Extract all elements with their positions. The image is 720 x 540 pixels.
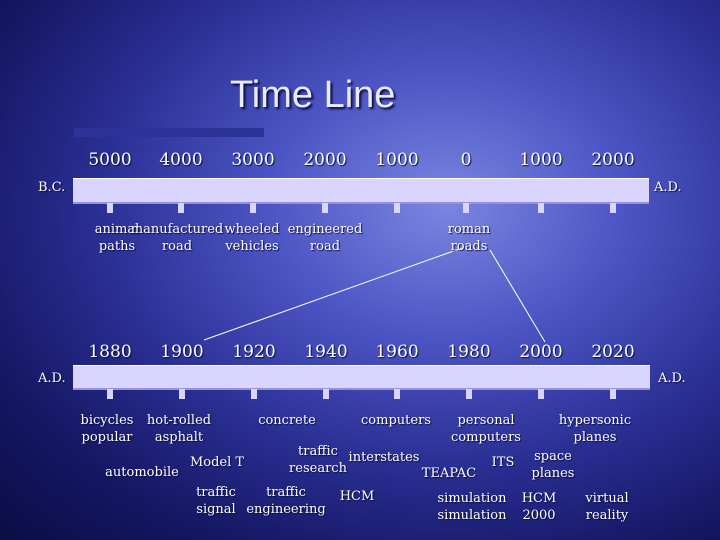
bottom-tick-label: 1940 bbox=[304, 342, 348, 362]
event-label-traffic-signal: traffic signal bbox=[196, 485, 236, 517]
connector-line-left bbox=[203, 247, 463, 341]
timeline-tick bbox=[179, 389, 185, 399]
timeline-tick bbox=[610, 203, 616, 213]
timeline-tick bbox=[466, 389, 472, 399]
top-tick-label: 2000 bbox=[591, 150, 635, 170]
top-tick-label: 0 bbox=[460, 150, 472, 170]
event-label-its: ITS bbox=[491, 455, 515, 470]
bottom-tick-label: 1920 bbox=[232, 342, 276, 362]
event-label-hypersonic-planes: hypersonic planes bbox=[558, 413, 632, 445]
timeline-bar-bc bbox=[73, 178, 649, 204]
event-label-concrete: concrete bbox=[258, 413, 316, 428]
event-label-automobile: automobile bbox=[105, 465, 179, 480]
timeline-bar-ad bbox=[73, 365, 650, 390]
top-tick-label: 1000 bbox=[519, 150, 563, 170]
top-tick-label: 5000 bbox=[88, 150, 132, 170]
bottom-tick-label: 2000 bbox=[519, 342, 563, 362]
event-label-manufactured-road: manufactured road bbox=[130, 222, 224, 254]
timeline-tick bbox=[178, 203, 184, 213]
page-title: Time Line bbox=[230, 74, 396, 116]
event-label-computers: computers bbox=[361, 413, 431, 428]
timeline-tick bbox=[322, 203, 328, 213]
top-tick-label: 4000 bbox=[159, 150, 203, 170]
bottom-tick-label: 1960 bbox=[375, 342, 419, 362]
event-label-bicycles-popular: bicycles popular bbox=[80, 413, 134, 445]
event-label-space-planes: space planes bbox=[531, 449, 575, 481]
event-label-teapac: TEAPAC bbox=[421, 466, 477, 481]
top-tick-label: 2000 bbox=[303, 150, 347, 170]
timeline-tick bbox=[107, 203, 113, 213]
era-label-right: A.D. bbox=[658, 371, 686, 386]
event-label-traffic-engineering: traffic engineering bbox=[246, 485, 326, 517]
bottom-tick-label: 1880 bbox=[88, 342, 132, 362]
event-label-wheeled-vehicles: wheeled vehicles bbox=[224, 222, 280, 254]
bottom-tick-label: 1980 bbox=[447, 342, 491, 362]
event-label-engineered-road: engineered road bbox=[287, 222, 363, 254]
event-label-virtual-reality: virtual reality bbox=[585, 491, 629, 523]
event-label-roman-roads: roman roads bbox=[447, 222, 491, 254]
top-tick-label: 3000 bbox=[231, 150, 275, 170]
timeline-tick bbox=[250, 203, 256, 213]
timeline-tick bbox=[107, 389, 113, 399]
timeline-tick bbox=[610, 389, 616, 399]
event-label-hcm: HCM bbox=[339, 489, 375, 504]
event-label-simulation: simulation simulation bbox=[437, 491, 507, 523]
era-label-left: A.D. bbox=[38, 371, 66, 386]
title-underline bbox=[74, 128, 264, 137]
timeline-tick bbox=[323, 389, 329, 399]
timeline-tick bbox=[538, 389, 544, 399]
event-label-interstates: interstates bbox=[348, 450, 420, 465]
timeline-tick bbox=[394, 203, 400, 213]
timeline-tick bbox=[538, 203, 544, 213]
event-label-model-t: Model T bbox=[189, 455, 245, 470]
event-label-hot-rolled-asphalt: hot-rolled asphalt bbox=[146, 413, 212, 445]
event-label-traffic-research: traffic research bbox=[289, 444, 347, 476]
timeline-tick bbox=[251, 389, 257, 399]
event-label-personal-computers: personal computers bbox=[451, 413, 521, 445]
bottom-tick-label: 2020 bbox=[591, 342, 635, 362]
connector-line-right bbox=[489, 249, 546, 343]
timeline-tick bbox=[463, 203, 469, 213]
bottom-tick-label: 1900 bbox=[160, 342, 204, 362]
top-tick-label: 1000 bbox=[375, 150, 419, 170]
event-label-hcm-2000: HCM 2000 bbox=[521, 491, 557, 523]
era-label-right: A.D. bbox=[654, 180, 682, 195]
timeline-tick bbox=[394, 389, 400, 399]
event-label-animal-paths: animal paths bbox=[94, 222, 140, 254]
era-label-left: B.C. bbox=[38, 180, 66, 195]
